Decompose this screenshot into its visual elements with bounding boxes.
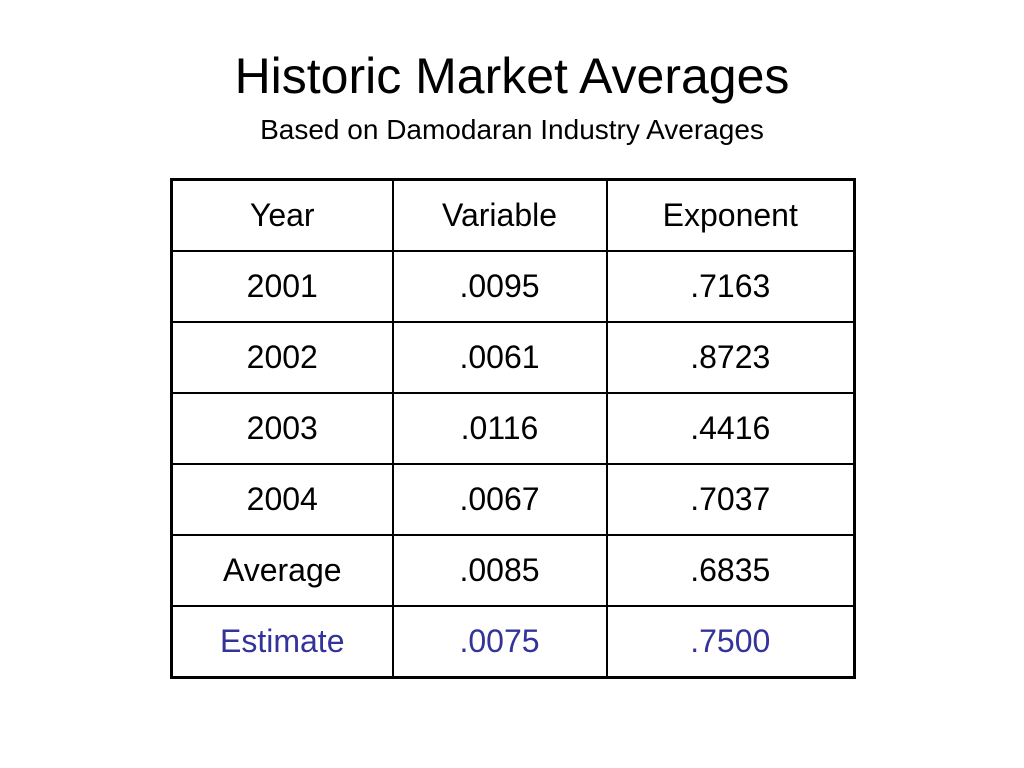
header-year: Year bbox=[170, 178, 394, 252]
table-row: 2004 .0067 .7037 bbox=[170, 463, 856, 536]
table-row: 2003 .0116 .4416 bbox=[170, 392, 856, 465]
table-row-average: Average .0085 .6835 bbox=[170, 534, 856, 607]
header-variable: Variable bbox=[391, 178, 608, 252]
table-header-row: Year Variable Exponent bbox=[170, 178, 856, 252]
cell-exponent: .4416 bbox=[605, 392, 856, 465]
cell-year: 2002 bbox=[170, 321, 394, 394]
table-row-estimate: Estimate .0075 .7500 bbox=[170, 605, 856, 679]
averages-table: Year Variable Exponent 2001 .0095 .7163 … bbox=[170, 178, 856, 679]
table-row: 2001 .0095 .7163 bbox=[170, 250, 856, 323]
cell-exponent: .7163 bbox=[605, 250, 856, 323]
slide-subtitle: Based on Damodaran Industry Averages bbox=[260, 114, 764, 145]
cell-variable: .0095 bbox=[391, 250, 608, 323]
cell-year: 2001 bbox=[170, 250, 394, 323]
cell-year: Average bbox=[170, 534, 394, 607]
cell-variable: .0075 bbox=[391, 605, 608, 679]
cell-variable: .0061 bbox=[391, 321, 608, 394]
cell-exponent: .8723 bbox=[605, 321, 856, 394]
slide-title: Historic Market Averages bbox=[234, 48, 790, 104]
cell-exponent: .7500 bbox=[605, 605, 856, 679]
cell-year: 2003 bbox=[170, 392, 394, 465]
cell-variable: .0085 bbox=[391, 534, 608, 607]
cell-year: 2004 bbox=[170, 463, 394, 536]
cell-year: Estimate bbox=[170, 605, 394, 679]
header-exponent: Exponent bbox=[605, 178, 856, 252]
table-row: 2002 .0061 .8723 bbox=[170, 321, 856, 394]
cell-variable: .0116 bbox=[391, 392, 608, 465]
cell-exponent: .7037 bbox=[605, 463, 856, 536]
cell-variable: .0067 bbox=[391, 463, 608, 536]
cell-exponent: .6835 bbox=[605, 534, 856, 607]
